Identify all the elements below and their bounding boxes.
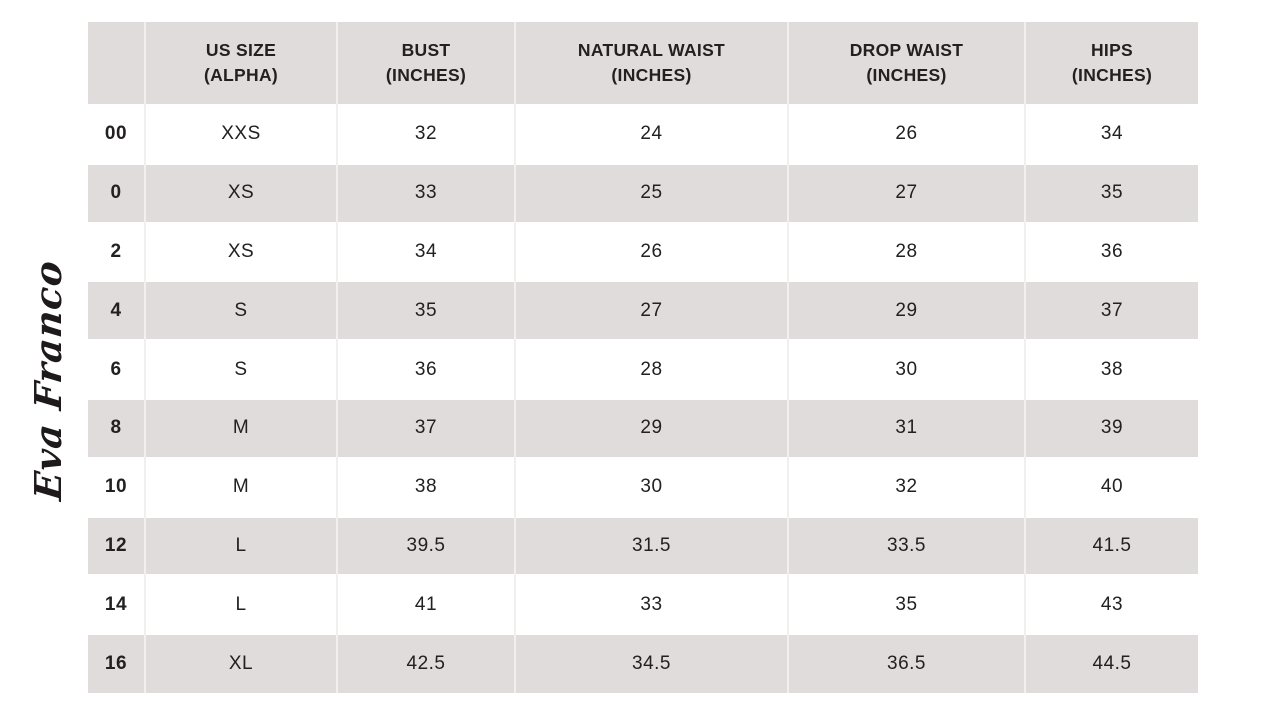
table-cell: 37 (336, 398, 515, 458)
table-cell: 25 (514, 163, 788, 223)
table-cell: 33 (514, 575, 788, 635)
table-cell: 30 (514, 457, 788, 517)
size-chart-header-row: US SIZE (ALPHA) BUST (INCHES) NATURAL WAIST (… (88, 22, 1198, 105)
table-cell: 33 (336, 163, 515, 223)
header-line: (INCHES) (385, 65, 467, 85)
table-cell: 40 (1024, 457, 1198, 517)
table-row: 6 S 36 28 30 38 (88, 340, 1198, 399)
header-cell: DROP WAIST (INCHES) (787, 22, 1025, 105)
table-cell: L (144, 575, 337, 635)
table-cell: XS (144, 163, 337, 223)
table-cell: S (144, 340, 337, 399)
table-cell: 35 (336, 281, 515, 341)
header-row: US SIZE (ALPHA) BUST (INCHES) NATURAL WAIST (… (88, 22, 1198, 105)
table-cell: 31.5 (514, 516, 788, 576)
header-cell: US SIZE (ALPHA) (144, 22, 337, 105)
table-row: 8 M 37 29 31 39 (88, 398, 1198, 458)
table-row: 12 L 39.5 31.5 33.5 41.5 (88, 516, 1198, 576)
header-cell: BUST (INCHES) (336, 22, 515, 105)
row-label: 12 (104, 534, 128, 556)
table-cell: 34 (1024, 105, 1198, 164)
table-cell: 27 (787, 163, 1025, 223)
table-cell: 32 (787, 457, 1025, 517)
table-row: 4 S 35 27 29 37 (88, 281, 1198, 341)
table-cell: 41.5 (1024, 516, 1198, 576)
header-line: (ALPHA) (203, 65, 279, 85)
table-cell: 36.5 (787, 634, 1025, 693)
table-cell: S (144, 281, 337, 341)
table-cell: 44.5 (1024, 634, 1198, 693)
row-label: 10 (104, 476, 128, 498)
table-cell: 35 (787, 575, 1025, 635)
header-line: (INCHES) (611, 65, 692, 85)
header-line: (INCHES) (1071, 65, 1153, 85)
table-cell: 24 (514, 105, 788, 164)
row-label: 00 (104, 123, 128, 145)
table-cell: 26 (787, 105, 1025, 164)
table-row: 00 XXS 32 24 26 34 (88, 105, 1198, 164)
table-cell: 32 (336, 105, 515, 164)
header-line: DROP WAIST (849, 40, 964, 60)
table-cell: 36 (336, 340, 515, 399)
brand-logo: Eva Franco (13, 258, 83, 502)
table-cell: 26 (514, 222, 788, 282)
table-cell: 41 (336, 575, 515, 635)
table-cell: XL (144, 634, 337, 693)
table-cell: 43 (1024, 575, 1198, 635)
table-cell: 38 (336, 457, 515, 517)
size-chart-table: US SIZE (ALPHA) BUST (INCHES) NATURAL WAIST (… (88, 22, 1198, 693)
table-cell: L (144, 516, 337, 576)
table-cell: M (144, 398, 337, 458)
table-cell: 35 (1024, 163, 1198, 223)
table-cell: 29 (787, 281, 1025, 341)
table-cell: 37 (1024, 281, 1198, 341)
header-cell-empty (88, 22, 145, 105)
table-cell: 29 (514, 398, 788, 458)
table-row: 10 M 38 30 32 40 (88, 457, 1198, 517)
table-cell: 30 (787, 340, 1025, 399)
table-cell: 38 (1024, 340, 1198, 399)
brand-logo-text: Eva Franco (26, 257, 70, 503)
row-label: 14 (104, 593, 128, 615)
row-label: 2 (110, 240, 122, 262)
row-label: 16 (104, 653, 128, 675)
size-chart-body: 00 XXS 32 24 26 34 0 XS 33 25 27 35 2 XS 34 26 28 36 4 S 35 2… (88, 105, 1198, 693)
header-line: BUST (401, 40, 451, 60)
table-cell: 36 (1024, 222, 1198, 282)
header-line: HIPS (1090, 40, 1134, 60)
row-label: 8 (110, 417, 122, 439)
header-line: NATURAL WAIST (577, 40, 726, 60)
header-cell: NATURAL WAIST (INCHES) (514, 22, 788, 105)
table-cell: M (144, 457, 337, 517)
header-line: US SIZE (205, 40, 277, 60)
table-cell: 34.5 (514, 634, 788, 693)
table-row: 14 L 41 33 35 43 (88, 575, 1198, 635)
table-cell: 39 (1024, 398, 1198, 458)
table-row: 2 XS 34 26 28 36 (88, 222, 1198, 282)
table-cell: XS (144, 222, 337, 282)
table-row: 0 XS 33 25 27 35 (88, 163, 1198, 223)
row-label: 0 (110, 182, 122, 204)
header-line: (INCHES) (866, 65, 947, 85)
table-cell: 42.5 (336, 634, 515, 693)
table-row: 16 XL 42.5 34.5 36.5 44.5 (88, 634, 1198, 693)
table-cell: 33.5 (787, 516, 1025, 576)
row-label: 4 (110, 299, 122, 321)
table-cell: 34 (336, 222, 515, 282)
table-cell: 28 (787, 222, 1025, 282)
row-label: 6 (110, 358, 122, 380)
table-cell: 28 (514, 340, 788, 399)
table-cell: 39.5 (336, 516, 515, 576)
table-cell: 31 (787, 398, 1025, 458)
header-cell: HIPS (INCHES) (1024, 22, 1198, 105)
table-cell: 27 (514, 281, 788, 341)
table-cell: XXS (144, 105, 337, 164)
